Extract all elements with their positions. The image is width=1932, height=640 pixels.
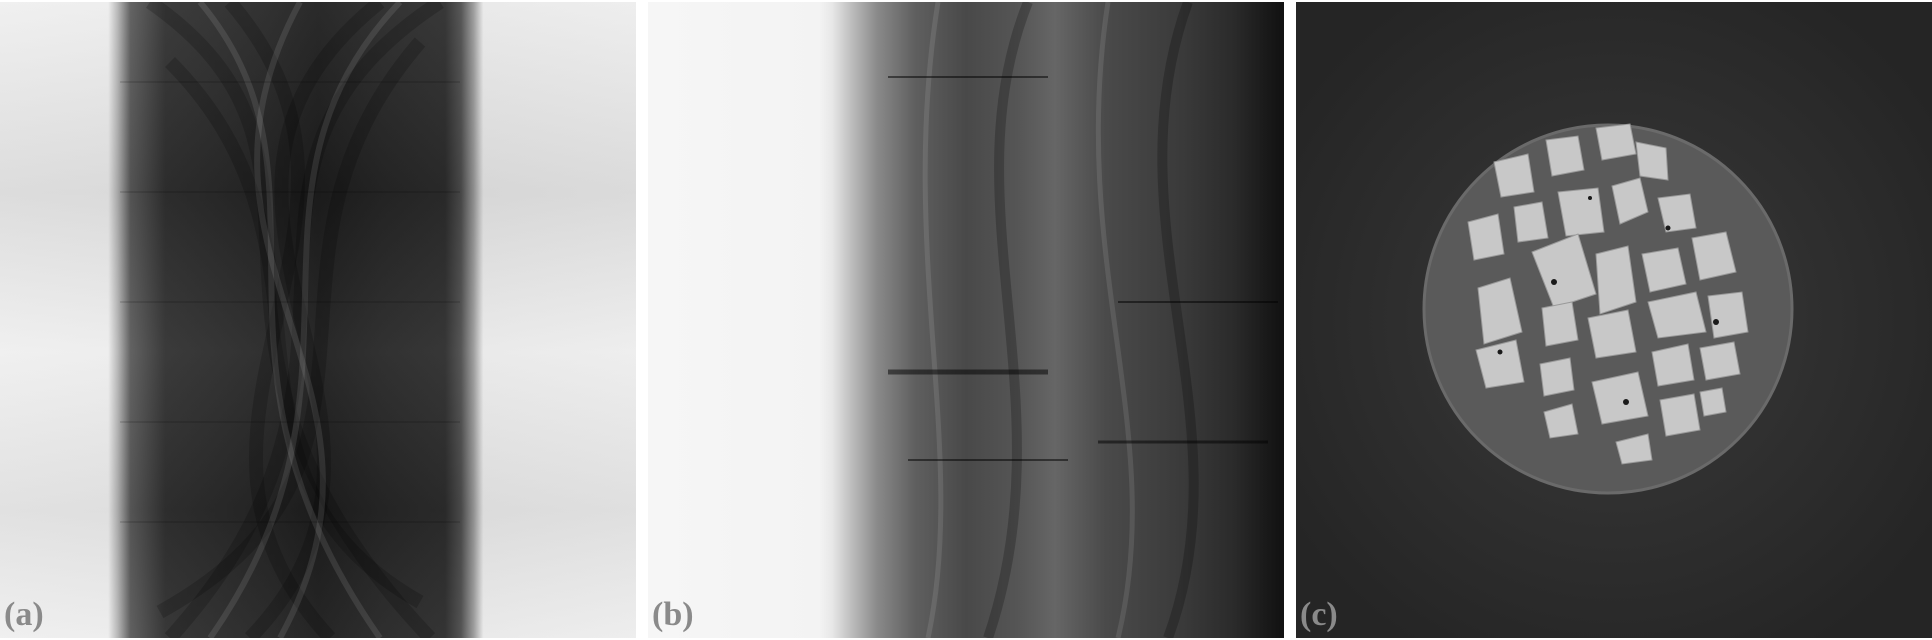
projection-texture [888,2,1278,638]
panel-c-ct-slice: (c) [1296,2,1932,638]
ct-slice-image [1296,2,1932,638]
panel-a-label: (a) [4,596,44,633]
aggregate-grains [1467,123,1749,465]
panel-b-label: (b) [652,596,694,633]
panel-a-sinogram: (a) [0,2,636,638]
panel-b-projection: (b) [648,2,1284,638]
panel-c-label: (c) [1300,596,1338,633]
sinogram-texture [120,2,460,638]
